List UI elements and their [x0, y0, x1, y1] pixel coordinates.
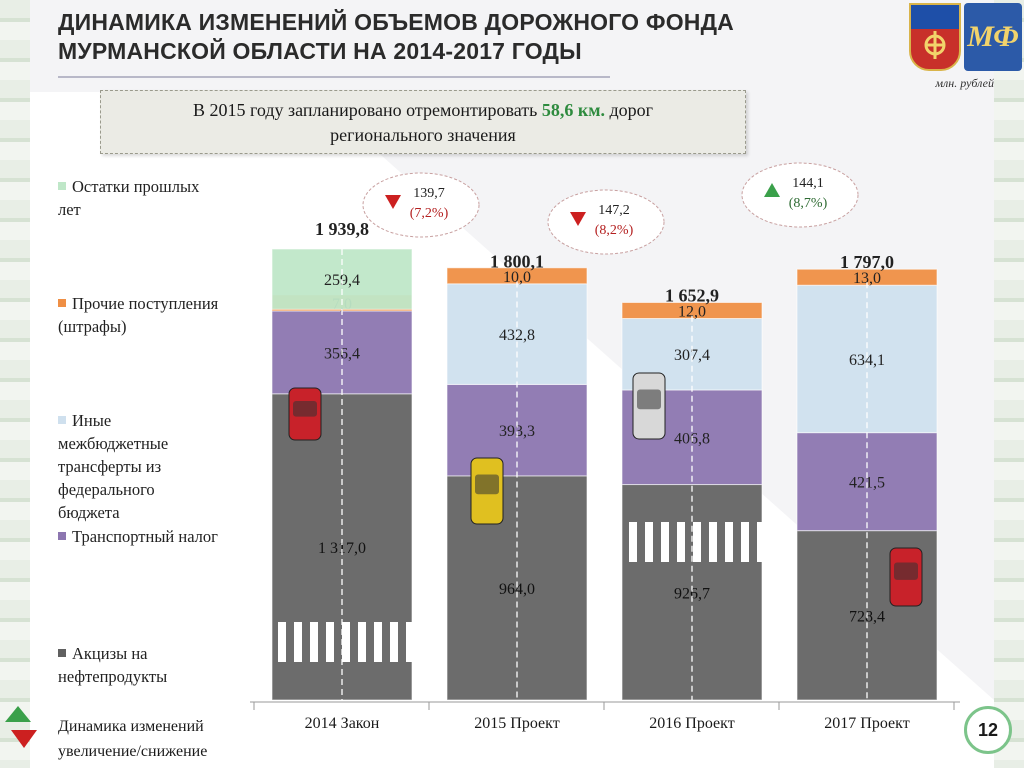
title-underline	[58, 76, 610, 78]
crosswalk-stripe	[342, 622, 350, 662]
legend-swatch	[58, 532, 66, 540]
legend-item-transport-tax: Транспортный налог	[58, 525, 218, 548]
legend-label: Прочие поступления	[72, 294, 219, 313]
change-bubble	[547, 189, 665, 255]
murmansk-coat-of-arms-logo	[909, 3, 961, 71]
crosswalk-stripe	[358, 622, 366, 662]
change-legend-line2: увеличение/снижение	[58, 743, 208, 760]
crosswalk-stripe	[709, 522, 717, 562]
change-value: 144,1	[792, 176, 824, 191]
legend-swatch	[58, 299, 66, 307]
legend-swatch	[58, 182, 66, 190]
legend-item-fines: Прочие поступления (штрафы)	[58, 292, 218, 338]
bar-total-label: 1 939,8	[315, 219, 369, 239]
ministry-logo: МФ	[964, 3, 1022, 71]
crosswalk-stripe	[757, 522, 765, 562]
bar-value-label: 1 317,0	[318, 540, 366, 557]
change-value: 139,7	[413, 186, 445, 201]
crosswalk-stripe	[645, 522, 653, 562]
legend-label: федерального	[58, 480, 155, 499]
title-line-1: ДИНАМИКА ИЗМЕНЕНИЙ ОБЪЕМОВ ДОРОЖНОГО ФОН…	[58, 9, 734, 35]
legend-label: Акцизы на	[72, 644, 148, 663]
bar-segment-2-3	[622, 302, 762, 319]
bar-total-label: 1 652,9	[665, 286, 719, 306]
category-label-2017: 2017 Проект	[824, 715, 910, 732]
info-text-after: дорог	[609, 100, 654, 120]
right-decorative-strip	[994, 0, 1024, 768]
legend-label: трансферты из	[58, 457, 162, 476]
bar-value-label: 926,7	[674, 585, 710, 602]
crosswalk-stripe	[326, 622, 334, 662]
legend-label: лет	[58, 200, 81, 219]
white-car-icon-window	[637, 389, 661, 410]
change-percent: (8,2%)	[595, 223, 634, 238]
info-callout: В 2015 году запланировано отремонтироват…	[100, 90, 746, 154]
change-percent: (8,7%)	[789, 196, 828, 211]
change-legend: Динамика изменений увеличение/снижение	[58, 714, 207, 764]
page-number-badge: 12	[964, 706, 1012, 754]
bar-total-label: 1 797,0	[840, 252, 894, 272]
legend-label: Транспортный налог	[72, 527, 218, 546]
bar-segment-1-1	[447, 384, 587, 476]
legend-swatch	[58, 649, 66, 657]
crosswalk-stripe	[677, 522, 685, 562]
crosswalk-stripe	[725, 522, 733, 562]
bar-value-label: 12,0	[678, 303, 706, 320]
change-bubble	[362, 172, 480, 238]
bar-value-label: 10,0	[503, 269, 531, 286]
crosswalk-stripe	[390, 622, 398, 662]
change-legend-line1: Динамика изменений	[58, 718, 204, 735]
legend-label: межбюджетные	[58, 434, 169, 453]
crosswalk-stripe	[661, 522, 669, 562]
legend-item-carryover: Остатки прошлых лет	[58, 175, 199, 221]
legend-item-transfers: Иные межбюджетные трансферты из федераль…	[58, 409, 168, 524]
left-decorative-strip	[0, 0, 30, 768]
change-down-icon	[385, 195, 401, 209]
legend-label: (штрафы)	[58, 317, 127, 336]
bar-value-label: 964,0	[499, 581, 535, 598]
info-text-line2: регионального значения	[330, 125, 516, 145]
legend-swatch	[58, 416, 66, 424]
crosswalk-stripe	[278, 622, 286, 662]
bar-segment-1-3	[447, 267, 587, 284]
info-km-value: 58,6	[541, 100, 574, 120]
change-bubble	[741, 162, 859, 228]
crosswalk-stripe	[406, 622, 414, 662]
legend-label: Остатки прошлых	[72, 177, 200, 196]
legend-item-excise: Акцизы на нефтепродукты	[58, 642, 167, 688]
legend-label: бюджета	[58, 503, 120, 522]
bar-value-label: 634,1	[849, 352, 885, 369]
change-value: 147,2	[598, 203, 630, 218]
info-text-before: В 2015 году запланировано отремонтироват…	[192, 100, 538, 120]
crosswalk-stripe	[374, 622, 382, 662]
legend-label: нефтепродукты	[58, 667, 168, 686]
change-percent: (7,2%)	[410, 206, 449, 221]
change-down-icon	[570, 212, 586, 226]
bar-segment-3-3	[797, 269, 937, 286]
unit-label: млн. рублей	[935, 76, 994, 90]
up-down-triangles-icon	[5, 706, 37, 748]
yellow-car-icon-window	[475, 474, 499, 495]
red-car-icon-window	[293, 401, 317, 417]
crosswalk-stripe	[294, 622, 302, 662]
info-km-unit: км.	[577, 100, 605, 120]
bar-value-label: 13,0	[853, 270, 881, 287]
crosswalk-stripe	[310, 622, 318, 662]
red-car-2-icon-window	[894, 562, 918, 580]
change-up-icon	[764, 183, 780, 197]
category-label-2016: 2016 Проект	[649, 715, 735, 732]
crosswalk-stripe	[693, 522, 701, 562]
category-label-2014: 2014 Закон	[304, 715, 380, 732]
title-line-2: МУРМАНСКОЙ ОБЛАСТИ НА 2014-2017 ГОДЫ	[58, 38, 582, 64]
bar-total-label: 1 800,1	[490, 251, 544, 271]
page-title: ДИНАМИКА ИЗМЕНЕНИЙ ОБЪЕМОВ ДОРОЖНОГО ФОН…	[58, 8, 898, 66]
legend-label: Иные	[72, 411, 112, 430]
crosswalk-stripe	[629, 522, 637, 562]
crosswalk-stripe	[741, 522, 749, 562]
category-label-2015: 2015 Проект	[474, 715, 560, 732]
